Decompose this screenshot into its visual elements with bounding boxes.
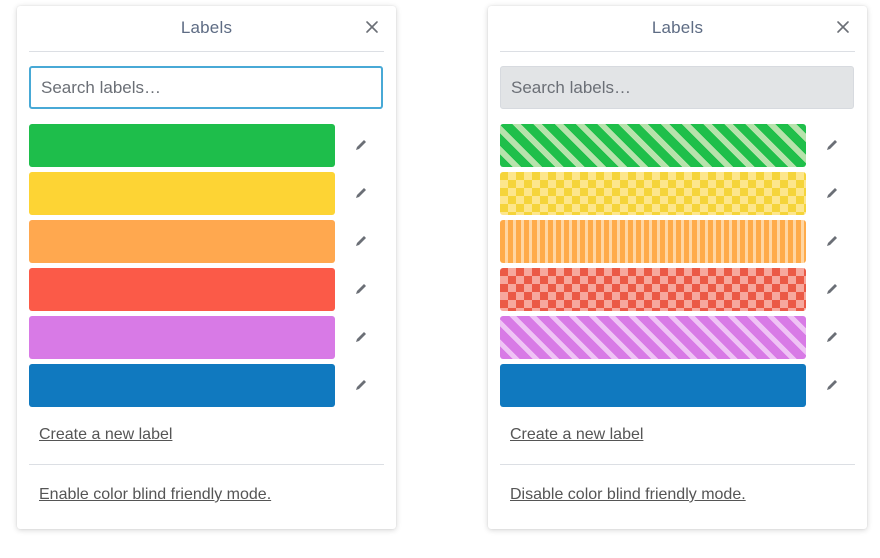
label-swatch-yellow-checker[interactable] (500, 172, 806, 215)
label-row-blue (29, 364, 383, 407)
label-swatch-red[interactable] (29, 268, 335, 311)
label-swatch-purple[interactable] (29, 316, 335, 359)
pencil-icon[interactable] (353, 185, 369, 201)
label-row-yellow (29, 172, 383, 215)
footer-divider (500, 464, 855, 465)
pencil-icon[interactable] (353, 281, 369, 297)
pencil-icon[interactable] (824, 377, 840, 393)
pencil-icon[interactable] (353, 377, 369, 393)
label-swatch-blue[interactable] (500, 364, 806, 407)
pencil-icon[interactable] (353, 233, 369, 249)
label-swatch-purple-striped[interactable] (500, 316, 806, 359)
label-row-red (500, 268, 854, 311)
color-blind-mode-toggle-link[interactable]: Disable color blind friendly mode. (510, 486, 746, 503)
search-labels-input[interactable] (29, 66, 383, 109)
label-row-purple (500, 316, 854, 359)
popover-title: Labels (180, 18, 233, 37)
popover-title: Labels (651, 18, 704, 37)
label-swatch-green-striped[interactable] (500, 124, 806, 167)
pencil-icon[interactable] (353, 329, 369, 345)
label-swatch-green[interactable] (29, 124, 335, 167)
pencil-icon[interactable] (353, 137, 369, 153)
label-swatch-yellow[interactable] (29, 172, 335, 215)
label-swatch-orange[interactable] (29, 220, 335, 263)
pencil-icon[interactable] (824, 329, 840, 345)
color-blind-mode-toggle-link[interactable]: Enable color blind friendly mode. (39, 486, 272, 503)
label-list (29, 124, 383, 412)
header-divider (29, 51, 384, 52)
labels-popover-left: Labels (17, 6, 396, 529)
close-icon[interactable] (835, 19, 851, 35)
create-new-label-link[interactable]: Create a new label (510, 426, 644, 443)
label-row-red (29, 268, 383, 311)
label-swatch-orange-vertical-stripes[interactable] (500, 220, 806, 263)
footer-divider (29, 464, 384, 465)
pencil-icon[interactable] (824, 233, 840, 249)
label-row-purple (29, 316, 383, 359)
header-divider (500, 51, 855, 52)
labels-popover-right: Labels (488, 6, 867, 529)
pencil-icon[interactable] (824, 137, 840, 153)
search-labels-input[interactable] (500, 66, 854, 109)
create-new-label-link[interactable]: Create a new label (39, 426, 173, 443)
label-swatch-blue[interactable] (29, 364, 335, 407)
label-row-orange (500, 220, 854, 263)
label-swatch-red-checker[interactable] (500, 268, 806, 311)
label-list (500, 124, 854, 412)
label-row-orange (29, 220, 383, 263)
popover-header: Labels (17, 6, 396, 50)
label-row-yellow (500, 172, 854, 215)
pencil-icon[interactable] (824, 281, 840, 297)
label-row-blue (500, 364, 854, 407)
label-row-green (500, 124, 854, 167)
pencil-icon[interactable] (824, 185, 840, 201)
label-row-green (29, 124, 383, 167)
close-icon[interactable] (364, 19, 380, 35)
popover-header: Labels (488, 6, 867, 50)
